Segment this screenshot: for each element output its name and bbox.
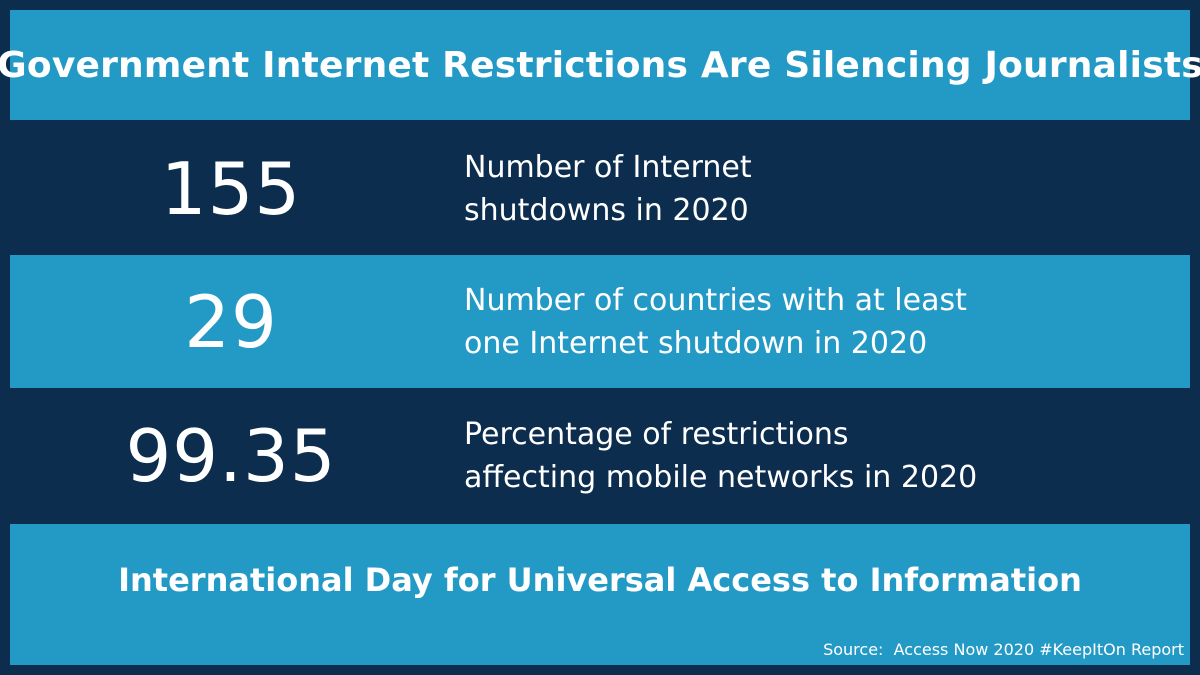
source-credit: Source: Access Now 2020 #KeepItOn Report	[823, 640, 1184, 659]
stat-description-line: Percentage of restrictions	[464, 416, 849, 452]
stat-description-line: affecting mobile networks in 2020	[464, 459, 978, 495]
stat-description-line: one Internet shutdown in 2020	[464, 325, 928, 361]
stat-row-countries: 29 Number of countries with at least one…	[10, 255, 1190, 388]
stat-description: Number of countries with at least one In…	[464, 279, 1084, 365]
stat-value: 29	[184, 279, 278, 364]
stat-row-shutdowns: 155 Number of Internet shutdowns in 2020	[10, 125, 1190, 253]
stat-description-line: Number of Internet	[464, 150, 752, 185]
stat-description-line: shutdowns in 2020	[464, 193, 749, 228]
stat-description: Percentage of restrictions affecting mob…	[464, 413, 1084, 499]
stat-description: Number of Internet shutdowns in 2020	[464, 146, 1084, 232]
stat-row-mobile-percentage: 99.35 Percentage of restrictions affecti…	[10, 389, 1190, 522]
title-banner: Government Internet Restrictions Are Sil…	[0, 10, 1200, 120]
stat-value: 155	[160, 147, 302, 231]
stat-value: 99.35	[125, 413, 337, 498]
page-title: Government Internet Restrictions Are Sil…	[0, 44, 1200, 86]
footer-title: International Day for Universal Access t…	[118, 561, 1082, 599]
stat-description-line: Number of countries with at least	[464, 282, 967, 318]
footer-banner: International Day for Universal Access t…	[10, 524, 1190, 665]
